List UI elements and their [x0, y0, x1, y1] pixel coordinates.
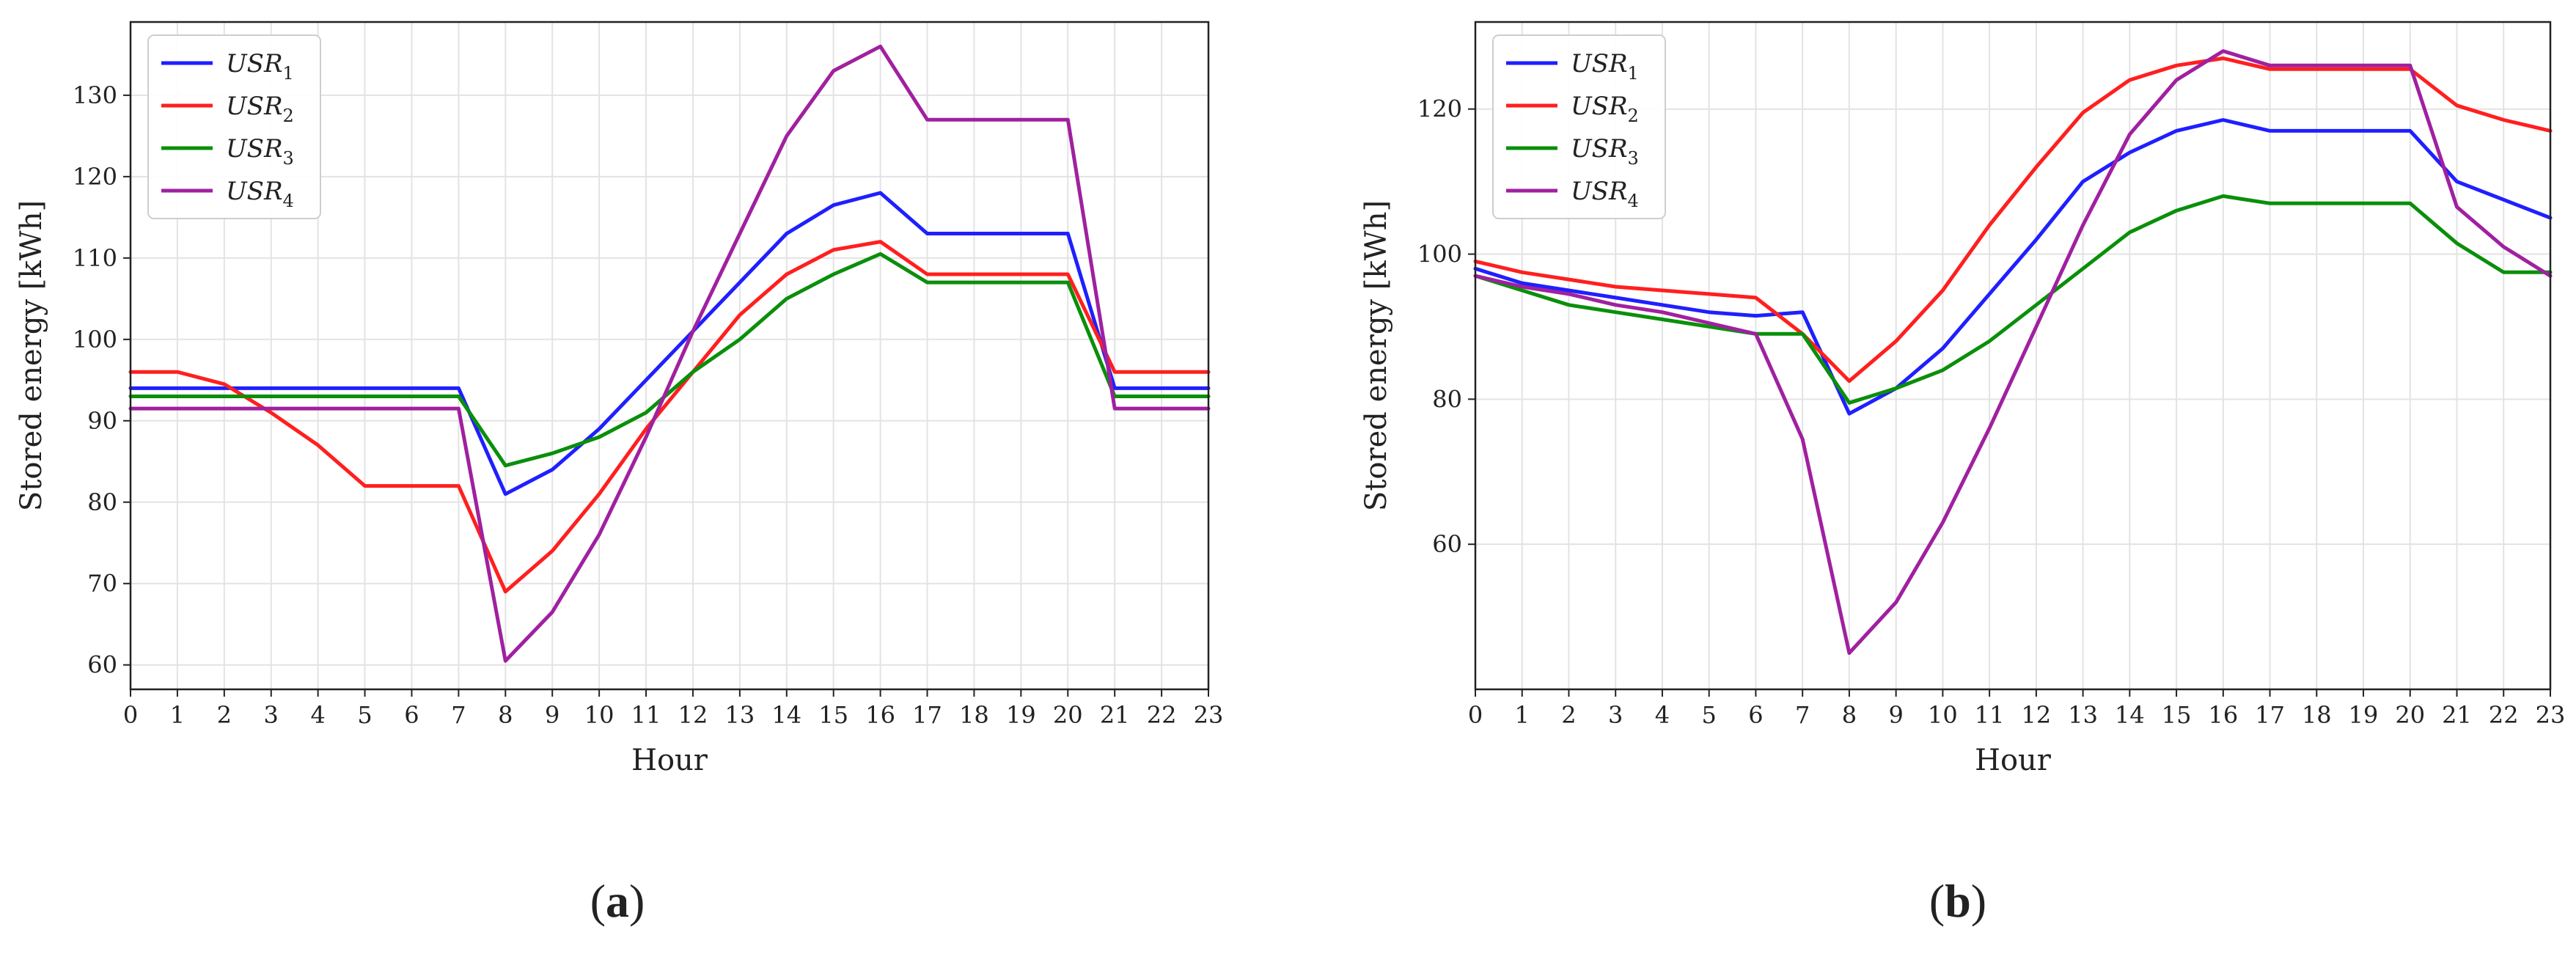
x-tick-label: 15 [818, 701, 848, 729]
x-tick-label: 10 [1928, 701, 1958, 729]
series-line-usr3 [1473, 194, 2553, 405]
y-axis-label: Stored energy [kWh] [15, 200, 48, 511]
legend-box [1492, 34, 1666, 219]
legend-label-usr1: USR1 [1571, 49, 1639, 84]
y-tick-label: 80 [1432, 385, 1462, 413]
x-tick-label: 23 [2536, 701, 2566, 729]
grid [130, 22, 1209, 689]
y-tick-label: 100 [73, 326, 117, 353]
x-tick-label: 8 [498, 701, 513, 729]
x-tick-label: 21 [1100, 701, 1130, 729]
series-group [1473, 49, 2553, 655]
x-tick-label: 0 [123, 701, 138, 729]
x-tick-label: 4 [1655, 701, 1670, 729]
series-line-usr4 [1473, 49, 2553, 655]
series-group [128, 44, 1211, 663]
caption-a: (a) [590, 875, 645, 927]
x-tick-label: 17 [912, 701, 942, 729]
x-tick-label: 17 [2255, 701, 2285, 729]
series-line-usr1 [1473, 118, 2553, 416]
x-tick-label: 12 [2022, 701, 2052, 729]
legend: USR1 USR2 USR3 USR4 [1492, 34, 1666, 219]
x-tick-label: 20 [2395, 701, 2425, 729]
x-tick-label: 13 [2068, 701, 2098, 729]
x-tick-label: 1 [170, 701, 185, 729]
y-tick-label: 120 [73, 163, 117, 191]
series-line-usr4 [128, 44, 1211, 663]
chart-panel-a: 0 1 2 3 4 5 6 7 8 9 10 11 12 13 14 15 16 17 18 19 20 21 22 2360… [15, 21, 1224, 777]
legend: USR1 USR2 USR3 USR4 [147, 34, 321, 219]
series-line-usr3 [128, 252, 1211, 468]
legend-box [147, 34, 321, 219]
legend-label-usr2: USR2 [226, 92, 294, 126]
x-tick-label: 23 [1194, 701, 1224, 729]
x-tick-label: 9 [1888, 701, 1903, 729]
legend-label-usr2: USR2 [1571, 92, 1639, 126]
x-tick-label: 15 [2162, 701, 2192, 729]
x-tick-label: 7 [1795, 701, 1810, 729]
y-tick-label: 80 [87, 488, 117, 516]
y-tick-label: 60 [1432, 530, 1462, 558]
y-tick-label: 60 [87, 651, 117, 679]
x-tick-label: 20 [1053, 701, 1083, 729]
x-tick-label: 2 [1561, 701, 1576, 729]
caption-b: (b) [1929, 875, 1986, 927]
x-tick-label: 6 [1748, 701, 1763, 729]
y-tick-label: 90 [87, 407, 117, 435]
y-tick-label: 70 [87, 570, 117, 598]
x-tick-label: 4 [310, 701, 325, 729]
series-line-usr2 [1473, 56, 2553, 384]
legend-label-usr3: USR3 [1571, 134, 1639, 169]
series-line-usr2 [128, 240, 1211, 594]
chart-panel-b: 0 1 2 3 4 5 6 7 8 9 10 11 12 13 14 15 16 17 18 19 20 21 22 2360… [1359, 21, 2566, 777]
x-axis-label: Hour [631, 744, 708, 777]
axes-frame [129, 21, 1210, 691]
series-line-usr1 [128, 191, 1211, 496]
legend-label-usr3: USR3 [226, 134, 294, 169]
x-tick-label: 19 [2349, 701, 2379, 729]
x-tick-label: 18 [2302, 701, 2332, 729]
x-tick-label: 13 [725, 701, 755, 729]
x-tick-label: 9 [545, 701, 559, 729]
x-tick-label: 6 [404, 701, 419, 729]
y-tick-label: 130 [73, 81, 117, 109]
x-tick-label: 18 [959, 701, 989, 729]
legend-label-usr1: USR1 [226, 49, 294, 84]
x-tick-label: 5 [357, 701, 372, 729]
legend-label-usr4: USR4 [226, 177, 294, 211]
x-tick-label: 8 [1842, 701, 1857, 729]
x-tick-label: 11 [631, 701, 661, 729]
y-tick-label: 120 [1417, 95, 1462, 123]
y-tick-label: 100 [1417, 241, 1462, 268]
x-tick-label: 22 [2489, 701, 2519, 729]
x-tick-label: 19 [1006, 701, 1036, 729]
x-tick-label: 11 [1975, 701, 2005, 729]
x-tick-label: 12 [678, 701, 708, 729]
x-tick-label: 10 [584, 701, 614, 729]
x-axis-label: Hour [1975, 744, 2052, 777]
x-tick-label: 3 [1608, 701, 1623, 729]
x-tick-label: 2 [217, 701, 232, 729]
y-axis-label: Stored energy [kWh] [1359, 200, 1393, 511]
x-tick-label: 3 [264, 701, 279, 729]
x-tick-label: 1 [1515, 701, 1530, 729]
x-tick-label: 22 [1147, 701, 1177, 729]
x-tick-label: 16 [2208, 701, 2238, 729]
y-tick-label: 110 [73, 244, 117, 272]
x-tick-label: 5 [1702, 701, 1717, 729]
x-tick-label: 7 [451, 701, 466, 729]
axes-frame [1474, 21, 2552, 691]
legend-label-usr4: USR4 [1571, 177, 1639, 211]
x-tick-label: 14 [771, 701, 801, 729]
x-tick-label: 21 [2442, 701, 2472, 729]
x-tick-label: 0 [1468, 701, 1483, 729]
x-tick-label: 16 [865, 701, 895, 729]
x-tick-label: 14 [2115, 701, 2145, 729]
